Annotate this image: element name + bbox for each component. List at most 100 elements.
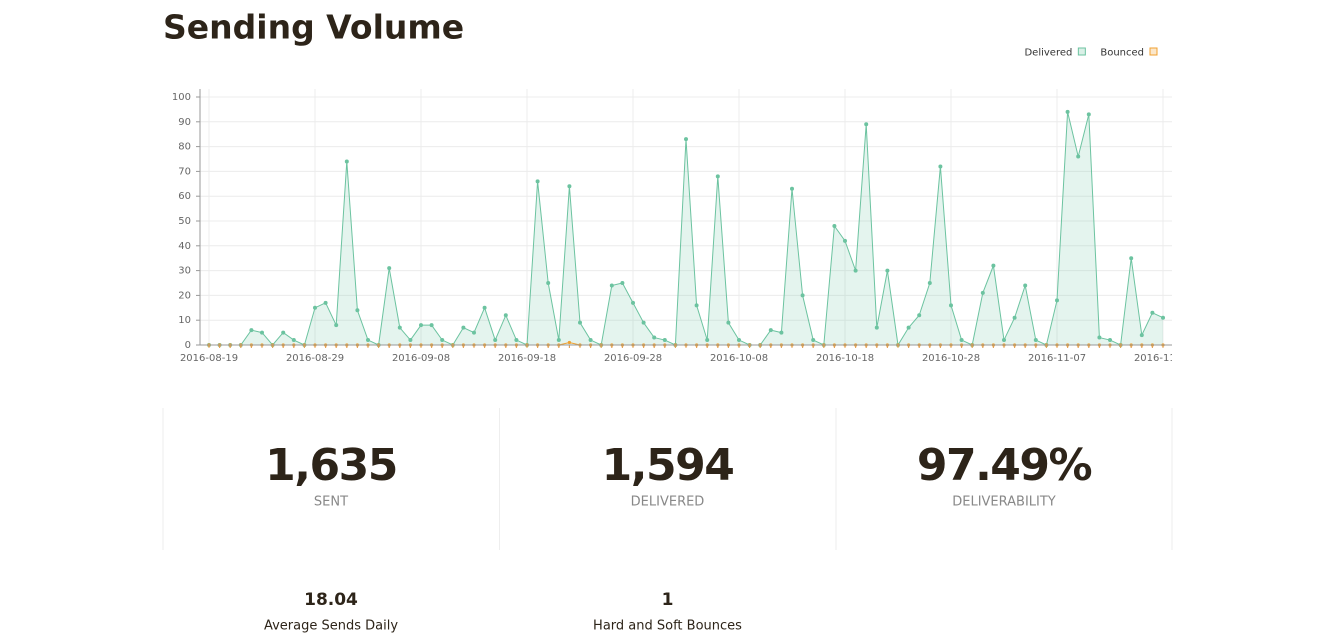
y-tick-label: 0: [185, 340, 191, 351]
data-point: [684, 137, 688, 142]
y-tick-label: 30: [178, 266, 191, 277]
data-point: [535, 179, 540, 184]
data-point: [885, 268, 890, 273]
legend-label: Delivered: [1024, 48, 1072, 59]
data-point: [790, 186, 794, 191]
data-point: [864, 122, 869, 127]
data-point: [281, 330, 286, 335]
stat-value: 97.49%: [917, 440, 1092, 491]
y-tick-label: 60: [178, 191, 191, 202]
data-point: [906, 325, 911, 330]
x-tick-label: 2016-10-28: [922, 353, 980, 364]
data-point: [726, 320, 731, 325]
data-point: [1139, 333, 1144, 338]
data-point: [567, 340, 572, 345]
y-tick-label: 20: [178, 290, 191, 301]
data-point: [1161, 315, 1165, 320]
data-point: [260, 330, 264, 335]
data-point: [853, 268, 858, 273]
x-tick-label: 2016-10-08: [710, 353, 768, 364]
data-point: [567, 184, 572, 189]
data-point: [556, 338, 561, 343]
y-tick-label: 100: [172, 92, 191, 103]
stat-value: 1,635: [265, 440, 397, 491]
data-point: [1023, 283, 1028, 288]
stat-label: SENT: [314, 495, 348, 510]
data-point: [1086, 112, 1091, 117]
data-point: [832, 223, 837, 228]
data-point: [662, 338, 667, 343]
data-point: [514, 338, 519, 343]
detail-label: Average Sends Daily: [264, 619, 398, 634]
data-point: [397, 325, 402, 330]
x-tick-label: 2016-11-07: [1028, 353, 1086, 364]
data-point: [705, 338, 710, 343]
data-point: [249, 328, 254, 333]
data-point: [355, 308, 360, 313]
data-point: [980, 290, 985, 295]
x-tick-label: 2016-10-18: [816, 353, 874, 364]
y-tick-label: 80: [178, 142, 191, 153]
y-tick-label: 40: [178, 241, 191, 252]
data-point: [1097, 335, 1102, 340]
data-point: [1033, 338, 1038, 343]
data-point: [366, 338, 370, 343]
y-tick-label: 90: [178, 117, 191, 128]
x-tick-label: 2016-08-29: [286, 353, 344, 364]
data-point: [334, 323, 339, 328]
x-tick-label: 2016-09-18: [498, 353, 556, 364]
detail-value: 18.04: [304, 590, 358, 610]
data-point: [609, 283, 614, 288]
data-point: [482, 305, 487, 310]
data-point: [1012, 315, 1017, 320]
x-tick-label: 2016-09-28: [604, 353, 662, 364]
legend-label: Bounced: [1100, 48, 1144, 59]
data-point: [1150, 310, 1155, 315]
data-point: [811, 338, 816, 343]
data-point: [461, 325, 466, 330]
data-point: [959, 338, 964, 343]
stat-label: DELIVERED: [631, 495, 705, 510]
data-point: [429, 323, 434, 328]
data-point: [344, 159, 349, 164]
data-point: [779, 330, 784, 335]
page-title: Sending Volume: [163, 8, 464, 47]
data-point: [419, 323, 423, 328]
data-point: [1076, 154, 1081, 159]
data-point: [291, 338, 296, 343]
detail-value: 1: [662, 590, 674, 610]
data-point: [620, 281, 625, 285]
data-point: [800, 293, 805, 298]
data-point: [472, 330, 476, 335]
y-tick-label: 70: [178, 166, 191, 177]
data-point: [949, 303, 953, 308]
data-point: [313, 305, 317, 310]
data-point: [843, 238, 847, 243]
data-point: [493, 338, 498, 343]
data-point: [938, 164, 943, 169]
data-point: [387, 266, 392, 271]
area-fill: [209, 111, 1163, 345]
data-point: [641, 320, 646, 325]
x-tick-label: 2016-09-08: [392, 353, 450, 364]
data-point: [917, 313, 922, 318]
data-point: [588, 338, 593, 343]
data-point: [440, 338, 445, 343]
data-point: [1108, 338, 1112, 343]
data-point: [991, 263, 996, 268]
x-tick-label: 2016-11-17: [1134, 353, 1192, 364]
detail-label: Hard and Soft Bounces: [593, 619, 742, 634]
data-point: [323, 300, 328, 305]
y-tick-label: 50: [178, 216, 191, 227]
stat-value: 1,594: [602, 440, 734, 491]
data-point: [1055, 298, 1059, 303]
data-point: [578, 320, 582, 325]
data-point: [1065, 109, 1070, 114]
data-point: [694, 303, 699, 308]
data-point: [874, 325, 879, 330]
data-point: [1002, 338, 1006, 343]
data-point: [927, 281, 932, 285]
legend-swatch: [1077, 47, 1086, 56]
data-point: [631, 300, 635, 305]
